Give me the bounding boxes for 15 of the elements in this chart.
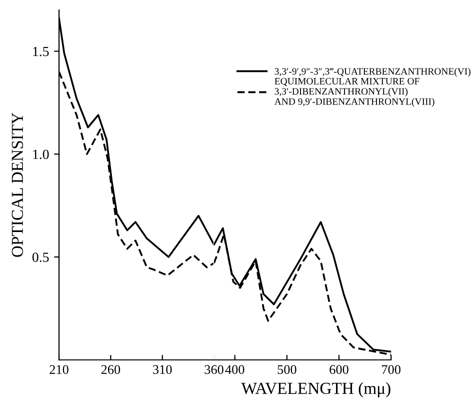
y-tick-label: 1.5 — [33, 46, 49, 56]
x-tick-label: 360 — [204, 365, 224, 374]
legend-label: EQUIMOLECULAR MIXTURE OF 3,3′-DIBENZANTHRONYL(VII) AND 9,9′-DIBENZANTHRONYL(VIII) — [274, 78, 434, 107]
x-tick-label: 310 — [153, 365, 172, 374]
x-tick-label: 500 — [278, 365, 296, 374]
x-tick-label: 600 — [330, 365, 348, 374]
y-axis-title: OPTICAL DENSITY — [12, 112, 23, 257]
legend-label: 3,3′-9′,9″-3″,3‴-QUATERBENZANTHRONE(VI) — [274, 68, 470, 77]
x-tick-label: 260 — [101, 365, 120, 374]
y-tick-label: 1.0 — [33, 150, 49, 160]
x-tick-label: 700 — [382, 365, 400, 374]
x-tick-label: 210 — [50, 365, 68, 374]
x-axis-title: WAVELENGTH (mμ) — [241, 382, 390, 398]
x-tick-label: 400 — [225, 365, 244, 374]
y-tick-label: 0.5 — [32, 252, 49, 262]
